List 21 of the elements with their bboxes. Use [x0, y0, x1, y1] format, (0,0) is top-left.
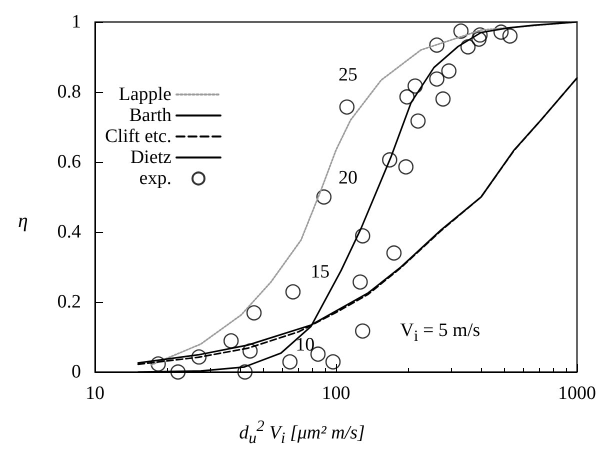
legend-label: exp.	[139, 168, 172, 189]
legend-label: Barth	[129, 105, 172, 126]
x-tick-label: 1000	[558, 383, 596, 404]
y-axis-title: η	[18, 210, 28, 233]
legend-label: Dietz	[130, 147, 172, 168]
annotation: 15	[310, 261, 330, 282]
legend-label: Lapple	[118, 84, 172, 105]
y-tick-label: 0	[72, 362, 81, 382]
y-tick-label: 0.8	[57, 82, 81, 102]
x-axis-title: d$_{u}$$^{2}$ V$_{i}$ [μm² m/s]	[238, 418, 366, 448]
legend-label: Clift etc.	[104, 126, 172, 147]
y-tick-label: 1	[72, 12, 81, 32]
x-tick-label: 10	[86, 383, 104, 404]
annotation: 10	[296, 334, 315, 356]
y-tick-label: 0.4	[57, 222, 82, 242]
y-tick-label: 0.2	[57, 292, 81, 312]
x-tick-label: 100	[322, 383, 350, 404]
annotation: 20	[338, 168, 358, 189]
y-tick-label: 0.6	[57, 152, 81, 172]
annotation: V$_{i}$ = 5 m/s	[400, 320, 480, 346]
annotation: 25	[338, 64, 358, 85]
